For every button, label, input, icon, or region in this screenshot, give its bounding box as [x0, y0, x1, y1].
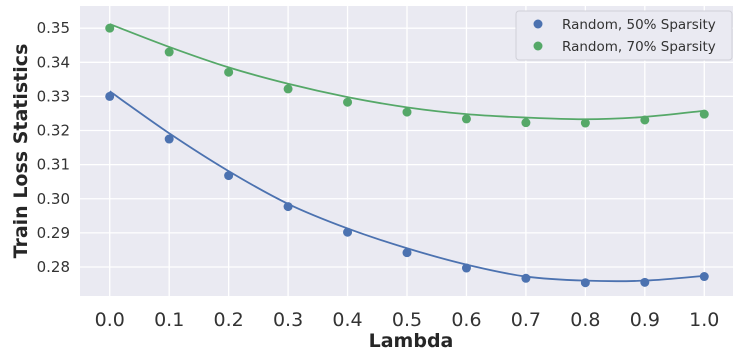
data-point-series-0 [164, 134, 174, 144]
fit-line-series-1 [109, 23, 705, 121]
x-tick-label: 0.2 [214, 309, 244, 331]
data-point-series-1 [164, 47, 174, 57]
y-tick-label: 0.30 [37, 190, 70, 208]
data-point-series-0 [402, 248, 412, 258]
data-point-series-1 [105, 23, 115, 33]
data-point-series-1 [343, 97, 353, 107]
legend: Random, 50% Sparsity Random, 70% Sparsit… [515, 10, 733, 61]
legend-label-50: Random, 50% Sparsity [562, 17, 716, 33]
y-tick-label: 0.35 [37, 19, 70, 37]
x-tick-label: 0.3 [273, 309, 303, 331]
data-point-series-1 [224, 67, 234, 77]
data-point-series-0 [521, 273, 531, 283]
y-tick-label: 0.32 [37, 122, 70, 140]
data-point-series-0 [699, 272, 709, 282]
y-axis-label: Train Loss Statistics [10, 44, 32, 259]
data-point-series-0 [224, 171, 234, 181]
data-point-series-1 [521, 118, 531, 128]
data-point-series-0 [105, 91, 115, 101]
data-point-series-1 [699, 109, 709, 119]
x-tick-label: 0.7 [511, 309, 541, 331]
data-points [105, 23, 709, 288]
data-point-series-1 [461, 114, 471, 124]
y-tick-label: 0.31 [37, 156, 70, 174]
data-point-series-1 [640, 115, 650, 125]
x-tick-label: 0.0 [95, 309, 125, 331]
data-point-series-0 [580, 278, 590, 288]
y-tick-label: 0.33 [37, 87, 70, 105]
data-point-series-1 [402, 107, 412, 117]
legend-label-70: Random, 70% Sparsity [562, 39, 716, 55]
y-tick-label: 0.28 [37, 258, 70, 276]
y-tick-labels: 0.28 0.29 0.30 0.31 0.32 0.33 0.34 0.35 [37, 19, 70, 276]
legend-box [515, 10, 733, 61]
x-tick-label: 0.1 [154, 309, 184, 331]
data-point-series-1 [283, 84, 293, 94]
x-axis-label: Lambda [369, 330, 454, 351]
data-point-series-1 [580, 118, 590, 128]
data-point-series-0 [461, 263, 471, 273]
data-point-series-0 [640, 277, 650, 287]
y-tick-label: 0.34 [37, 53, 70, 71]
x-tick-label: 0.9 [630, 309, 660, 331]
x-tick-label: 0.4 [332, 309, 362, 331]
fit-lines [109, 23, 705, 283]
legend-marker-70 [533, 41, 543, 51]
fit-line-series-0 [109, 90, 705, 283]
x-tick-label: 0.8 [570, 309, 600, 331]
x-tick-label: 0.5 [392, 309, 422, 331]
y-tick-label: 0.29 [37, 224, 70, 242]
data-point-series-0 [283, 202, 293, 212]
x-tick-label: 0.6 [451, 309, 481, 331]
x-tick-label: 1.0 [689, 309, 719, 331]
x-tick-labels: 0.0 0.1 0.2 0.3 0.4 0.5 0.6 0.7 0.8 0.9 1.0 [95, 309, 720, 331]
legend-marker-50 [533, 19, 543, 29]
data-point-series-0 [343, 227, 353, 237]
